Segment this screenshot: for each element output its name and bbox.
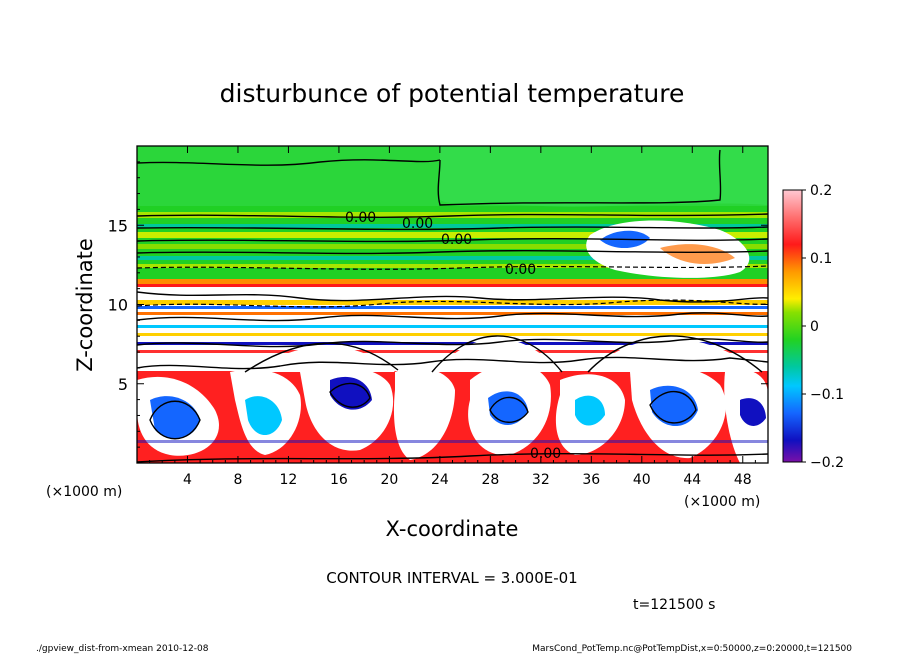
y-tick-label: 15 [108, 216, 128, 235]
x-tick-label: 4 [183, 472, 192, 488]
x-tick-label: 48 [734, 472, 752, 488]
chart-title: disturbunce of potential temperature [220, 79, 685, 108]
contour-label: 0.00 [402, 216, 433, 232]
x-tick-label: 8 [233, 472, 242, 488]
x-tick-label: 36 [582, 472, 600, 488]
x-tick-label: 40 [633, 472, 651, 488]
x-tick-label: 28 [481, 472, 499, 488]
x-unit-right: (×1000 m) [684, 494, 760, 510]
colorbar-tick-label: −0.2 [810, 455, 844, 471]
contour-label: 0.00 [441, 232, 472, 248]
contour-label: 0.00 [530, 446, 561, 462]
x-tick-label: 24 [431, 472, 449, 488]
y-axis-label: Z-coordinate [73, 238, 97, 372]
colorbar [782, 189, 803, 463]
colorbar-tick-label: 0 [810, 319, 819, 335]
contour-label: 0.00 [345, 210, 376, 226]
x-tick-label: 12 [280, 472, 298, 488]
contour-interval-text: CONTOUR INTERVAL = 3.000E-01 [326, 569, 577, 587]
time-text: t=121500 s [633, 597, 715, 613]
colorbar-tick-label: 0.1 [810, 251, 832, 267]
footer-left: ./gpview_dist-from-xmean 2010-12-08 [36, 644, 209, 654]
footer-right: MarsCond_PotTemp.nc@PotTempDist,x=0:5000… [532, 644, 852, 654]
y-tick-label: 5 [118, 375, 128, 394]
x-axis-label: X-coordinate [386, 517, 519, 541]
contour-label: 0.00 [505, 262, 536, 278]
x-tick-label: 44 [683, 472, 701, 488]
colorbar-ticks: 0.2 0.1 0 −0.1 −0.2 [802, 183, 844, 471]
colorbar-tick-label: −0.1 [810, 387, 844, 403]
y-tick-label: 10 [108, 296, 128, 315]
plot-area: 0.00 0.00 0.00 0.00 0.00 [137, 146, 768, 463]
colorbar-tick-label: 0.2 [810, 183, 832, 199]
x-tick-label: 16 [330, 472, 348, 488]
x-tick-label: 20 [380, 472, 398, 488]
x-axis: 4 8 12 16 20 24 28 32 36 40 44 48 [149, 146, 756, 488]
y-axis: 5 10 15 [108, 161, 768, 448]
x-unit-left: (×1000 m) [46, 484, 122, 500]
x-tick-label: 32 [532, 472, 550, 488]
